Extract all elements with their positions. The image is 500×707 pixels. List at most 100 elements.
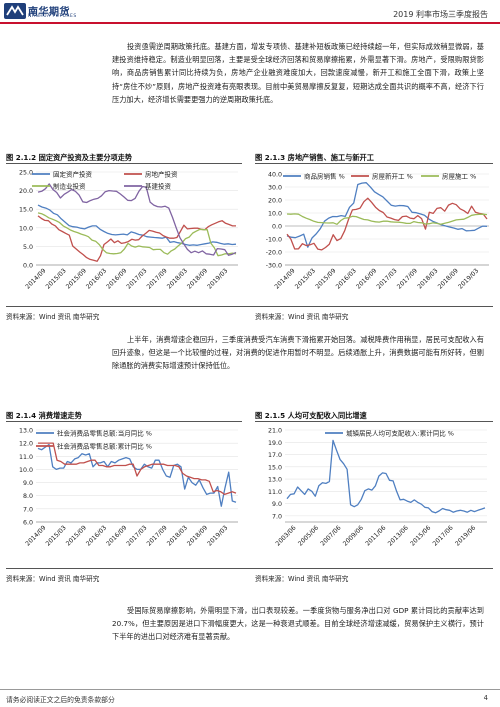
- legend-label: 商品房销售 %: [304, 172, 345, 181]
- y-tick-label: 9.0: [23, 480, 33, 487]
- x-tick-label: 2018/03: [416, 267, 439, 290]
- x-tick-label: 2015/03: [45, 267, 68, 290]
- x-tick-label: 2018/03: [166, 524, 189, 547]
- x-tick-label: 2018/09: [437, 267, 460, 290]
- legend-label: 房屋施工 %: [442, 172, 476, 181]
- figure-rule: [255, 421, 493, 422]
- x-tick-label: 2019/03: [206, 267, 229, 290]
- nanhua-logo-icon: [4, 3, 26, 19]
- legend-label: 社会消费品零售总额:当月同比 %: [57, 429, 152, 438]
- footer-disclaimer: 请务必阅读正文之后的免责条款部分: [6, 696, 115, 704]
- y-tick-label: 12.0: [19, 441, 33, 448]
- page-number: 4: [483, 694, 488, 702]
- series-line: [37, 443, 237, 507]
- source-note: 资料来源：Wind 资讯 南华研究: [6, 313, 100, 321]
- legend-label: 社会消费品零售总额:累计同比 %: [57, 442, 152, 451]
- x-tick-label: 2013/06: [387, 524, 410, 547]
- header-divider: [0, 22, 500, 24]
- y-tick-label: 15.0: [268, 464, 282, 471]
- x-tick-label: 2003/06: [275, 524, 298, 547]
- y-tick-label: 17.0: [268, 452, 282, 459]
- series-line: [286, 182, 488, 248]
- figure-title-consumption: 图 2.1.4 消费增速走势: [6, 411, 82, 420]
- x-tick-label: 2017/03: [125, 524, 148, 547]
- y-tick-label: -30.0: [266, 263, 282, 270]
- x-tick-label: 2015/09: [314, 267, 337, 290]
- x-tick-label: 2014/09: [24, 267, 47, 290]
- x-tick-label: 2017/09: [146, 524, 169, 547]
- x-tick-label: 2016/03: [335, 267, 358, 290]
- x-tick-label: 2011/06: [364, 524, 387, 547]
- x-tick-label: 2015/03: [45, 524, 68, 547]
- series-line: [38, 442, 237, 496]
- y-tick-label: 13.0: [268, 477, 282, 484]
- x-tick-label: 2017/09: [396, 267, 419, 290]
- x-tick-label: 2016/09: [355, 267, 378, 290]
- footer-divider: [0, 689, 500, 690]
- y-tick-label: 40.0: [268, 172, 282, 179]
- y-tick-label: -20.0: [266, 250, 282, 257]
- series-line: [286, 439, 486, 514]
- legend-label: 制造业投资: [53, 182, 86, 191]
- x-tick-label: 2015/06: [409, 524, 432, 547]
- y-tick-label: 10.0: [19, 225, 33, 232]
- x-tick-label: 2017/03: [125, 267, 148, 290]
- y-tick-label: 7.0: [23, 506, 33, 513]
- y-tick-label: 7.0: [272, 513, 282, 520]
- x-tick-label: 2017/03: [375, 267, 398, 290]
- figure-rule: [6, 421, 242, 422]
- series-line: [37, 204, 237, 246]
- series-line: [37, 215, 236, 262]
- x-tick-label: 2017/09: [146, 267, 169, 290]
- x-tick-label: 2016/03: [85, 267, 108, 290]
- x-tick-label: 2019/03: [206, 524, 229, 547]
- x-tick-label: 2007/06: [319, 524, 342, 547]
- x-tick-label: 2019/06: [454, 524, 477, 547]
- y-tick-label: 11.0: [268, 489, 282, 496]
- y-tick-label: 6.0: [23, 520, 33, 527]
- y-tick-label: 10.0: [19, 467, 33, 474]
- chart-fixed-investment: 0.0 5.0 10.0 15.0 20.0 25.0 2014/092015/032015…: [19, 170, 238, 291]
- legend-label: 房地产投资: [145, 170, 178, 179]
- y-tick-label: -10.0: [266, 237, 282, 244]
- chart-real-estate: 40.0 30.0 20.0 10.0 0.0 -10.0 -20.0 -30.02014/0…: [266, 172, 489, 291]
- y-tick-label: 15.0: [19, 207, 33, 214]
- figure-title-real-estate: 图 2.1.3 房地产销售、施工与新开工: [255, 153, 374, 162]
- series-line: [37, 183, 237, 256]
- x-tick-label: 2015/09: [65, 267, 88, 290]
- legend-label: 房屋新开工 %: [372, 172, 413, 181]
- legend-label: 基建投资: [145, 182, 172, 191]
- source-note: 资料来源：Wind 资讯 南华研究: [255, 575, 349, 583]
- x-tick-label: 2005/06: [297, 524, 320, 547]
- figure-bottom-rule: [6, 306, 493, 307]
- y-tick-label: 10.0: [268, 211, 282, 218]
- series-line: [37, 212, 237, 257]
- paragraph-trade: 受国际贸易摩擦影响，外需明显下滑，出口表现较差。一季度货物与服务净出口对 GDP…: [112, 606, 484, 642]
- paragraph-consumption: 上半年，消费增速企稳回升，三季度消费受汽车消费下滑拖累开始回落。减税降费作用稍显…: [112, 335, 484, 371]
- source-note: 资料来源：Wind 资讯 南华研究: [6, 575, 100, 583]
- figure-title-income: 图 2.1.5 人均可支配收入同比增速: [255, 411, 367, 420]
- y-tick-label: 5.0: [23, 244, 33, 251]
- legend-label: 城镇居民人均可支配收入:累计同比 %: [346, 429, 454, 438]
- x-tick-label: 2018/09: [186, 267, 209, 290]
- chart-consumption: 13.012.011.010.09.08.07.06.02014/092015/…: [19, 428, 238, 548]
- x-tick-label: 2017/06: [432, 524, 455, 547]
- y-tick-label: 8.0: [23, 493, 33, 500]
- x-tick-label: 2018/09: [186, 524, 209, 547]
- y-tick-label: 20.0: [19, 188, 33, 195]
- figure-bottom-rule: [6, 568, 493, 569]
- report-title: 2019 利率市场三季度报告: [393, 10, 488, 19]
- y-tick-label: 0.0: [272, 224, 282, 231]
- x-tick-label: 2019/03: [457, 267, 480, 290]
- x-tick-label: 2018/03: [166, 267, 189, 290]
- x-tick-label: 2016/09: [105, 524, 128, 547]
- y-tick-label: 30.0: [268, 185, 282, 192]
- logo-subtext: NANHUA FUTURES: [28, 14, 77, 19]
- logo-text: 南华期货: [28, 7, 70, 18]
- series-line: [286, 213, 488, 225]
- x-tick-label: 2015/09: [65, 524, 88, 547]
- y-tick-label: 9.0: [272, 501, 282, 508]
- figure-rule: [6, 163, 242, 164]
- x-tick-label: 2016/09: [105, 267, 128, 290]
